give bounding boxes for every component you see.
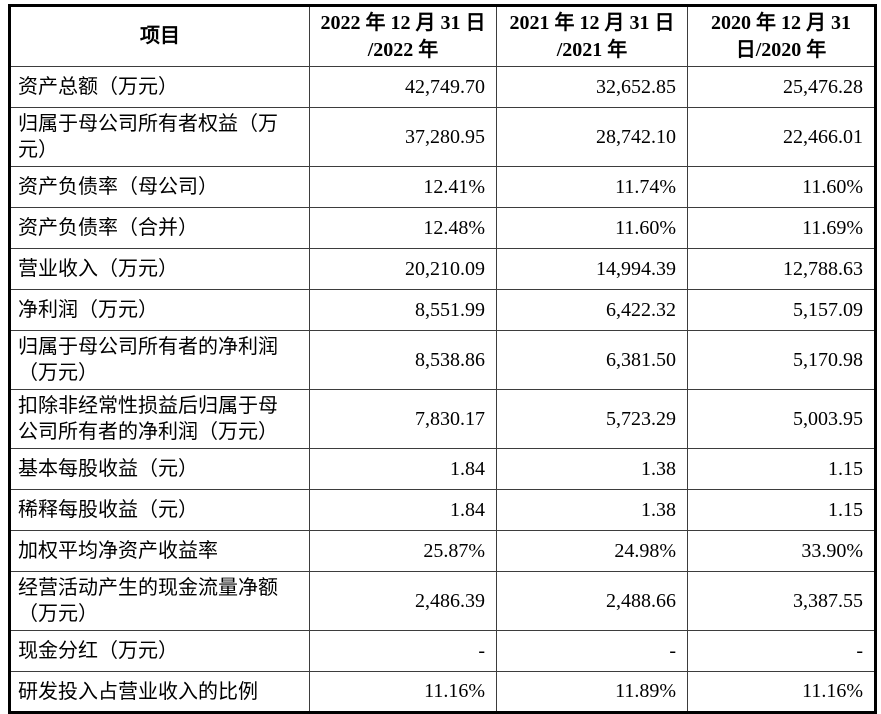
row-label: 基本每股收益（元） xyxy=(9,448,310,490)
cell-value: 7,830.17 xyxy=(309,389,497,449)
table-row-net-profit: 净利润（万元） 8,551.99 6,422.32 5,157.09 xyxy=(9,289,876,331)
cell-value: 8,551.99 xyxy=(309,289,497,331)
financial-summary-table: 项目 2022 年 12 月 31 日 /2022 年 2021 年 12 月 … xyxy=(8,4,877,714)
table-row-basic-eps: 基本每股收益（元） 1.84 1.38 1.15 xyxy=(9,448,876,490)
table-row-cash-dividend: 现金分红（万元） - - - xyxy=(9,630,876,672)
table-row-debt-ratio-consolidated: 资产负债率（合并） 12.48% 11.60% 11.69% xyxy=(9,207,876,249)
table-row-parent-net-profit: 归属于母公司所有者的净利润（万元） 8,538.86 6,381.50 5,17… xyxy=(9,330,876,390)
cell-value: 25,476.28 xyxy=(687,66,876,108)
cell-value: 33.90% xyxy=(687,530,876,572)
cell-value: 11.16% xyxy=(309,671,497,713)
table-row-diluted-eps: 稀释每股收益（元） 1.84 1.38 1.15 xyxy=(9,489,876,531)
cell-value: 1.38 xyxy=(496,448,688,490)
cell-value: 1.38 xyxy=(496,489,688,531)
row-label: 资产负债率（合并） xyxy=(9,207,310,249)
cell-value: 25.87% xyxy=(309,530,497,572)
row-label: 研发投入占营业收入的比例 xyxy=(9,671,310,713)
column-header-2021: 2021 年 12 月 31 日 /2021 年 xyxy=(496,5,688,67)
header-row: 项目 2022 年 12 月 31 日 /2022 年 2021 年 12 月 … xyxy=(9,5,876,67)
cell-value: - xyxy=(687,630,876,672)
cell-value: 11.16% xyxy=(687,671,876,713)
cell-value: 28,742.10 xyxy=(496,107,688,167)
cell-value: 12.48% xyxy=(309,207,497,249)
cell-value: 14,994.39 xyxy=(496,248,688,290)
table-row-operating-cash-flow: 经营活动产生的现金流量净额（万元） 2,486.39 2,488.66 3,38… xyxy=(9,571,876,631)
cell-value: 12.41% xyxy=(309,166,497,208)
table-row-weighted-roe: 加权平均净资产收益率 25.87% 24.98% 33.90% xyxy=(9,530,876,572)
cell-value: 1.15 xyxy=(687,448,876,490)
row-label: 资产总额（万元） xyxy=(9,66,310,108)
cell-value: 5,723.29 xyxy=(496,389,688,449)
row-label: 现金分红（万元） xyxy=(9,630,310,672)
cell-value: 1.15 xyxy=(687,489,876,531)
table-row-total-assets: 资产总额（万元） 42,749.70 32,652.85 25,476.28 xyxy=(9,66,876,108)
column-header-item: 项目 xyxy=(9,5,310,67)
cell-value: 22,466.01 xyxy=(687,107,876,167)
cell-value: 1.84 xyxy=(309,448,497,490)
row-label: 归属于母公司所有者的净利润（万元） xyxy=(9,330,310,390)
cell-value: 11.60% xyxy=(496,207,688,249)
cell-value: 3,387.55 xyxy=(687,571,876,631)
table-row-rd-ratio: 研发投入占营业收入的比例 11.16% 11.89% 11.16% xyxy=(9,671,876,713)
cell-value: 2,486.39 xyxy=(309,571,497,631)
cell-value: 6,422.32 xyxy=(496,289,688,331)
cell-value: 11.69% xyxy=(687,207,876,249)
row-label: 资产负债率（母公司） xyxy=(9,166,310,208)
cell-value: 42,749.70 xyxy=(309,66,497,108)
row-label: 加权平均净资产收益率 xyxy=(9,530,310,572)
table-row-debt-ratio-parent: 资产负债率（母公司） 12.41% 11.74% 11.60% xyxy=(9,166,876,208)
cell-value: - xyxy=(496,630,688,672)
cell-value: 20,210.09 xyxy=(309,248,497,290)
cell-value: 32,652.85 xyxy=(496,66,688,108)
cell-value: 6,381.50 xyxy=(496,330,688,390)
cell-value: - xyxy=(309,630,497,672)
cell-value: 5,003.95 xyxy=(687,389,876,449)
cell-value: 11.89% xyxy=(496,671,688,713)
cell-value: 11.74% xyxy=(496,166,688,208)
row-label: 营业收入（万元） xyxy=(9,248,310,290)
table-row-deducted-net-profit: 扣除非经常性损益后归属于母公司所有者的净利润（万元） 7,830.17 5,72… xyxy=(9,389,876,449)
cell-value: 8,538.86 xyxy=(309,330,497,390)
column-header-2020: 2020 年 12 月 31 日/2020 年 xyxy=(687,5,876,67)
cell-value: 12,788.63 xyxy=(687,248,876,290)
table-row-parent-equity: 归属于母公司所有者权益（万元） 37,280.95 28,742.10 22,4… xyxy=(9,107,876,167)
row-label: 净利润（万元） xyxy=(9,289,310,331)
cell-value: 5,157.09 xyxy=(687,289,876,331)
row-label: 归属于母公司所有者权益（万元） xyxy=(9,107,310,167)
row-label: 扣除非经常性损益后归属于母公司所有者的净利润（万元） xyxy=(9,389,310,449)
table-row-revenue: 营业收入（万元） 20,210.09 14,994.39 12,788.63 xyxy=(9,248,876,290)
cell-value: 11.60% xyxy=(687,166,876,208)
cell-value: 2,488.66 xyxy=(496,571,688,631)
row-label: 经营活动产生的现金流量净额（万元） xyxy=(9,571,310,631)
cell-value: 5,170.98 xyxy=(687,330,876,390)
row-label: 稀释每股收益（元） xyxy=(9,489,310,531)
cell-value: 37,280.95 xyxy=(309,107,497,167)
cell-value: 1.84 xyxy=(309,489,497,531)
cell-value: 24.98% xyxy=(496,530,688,572)
column-header-2022: 2022 年 12 月 31 日 /2022 年 xyxy=(309,5,497,67)
